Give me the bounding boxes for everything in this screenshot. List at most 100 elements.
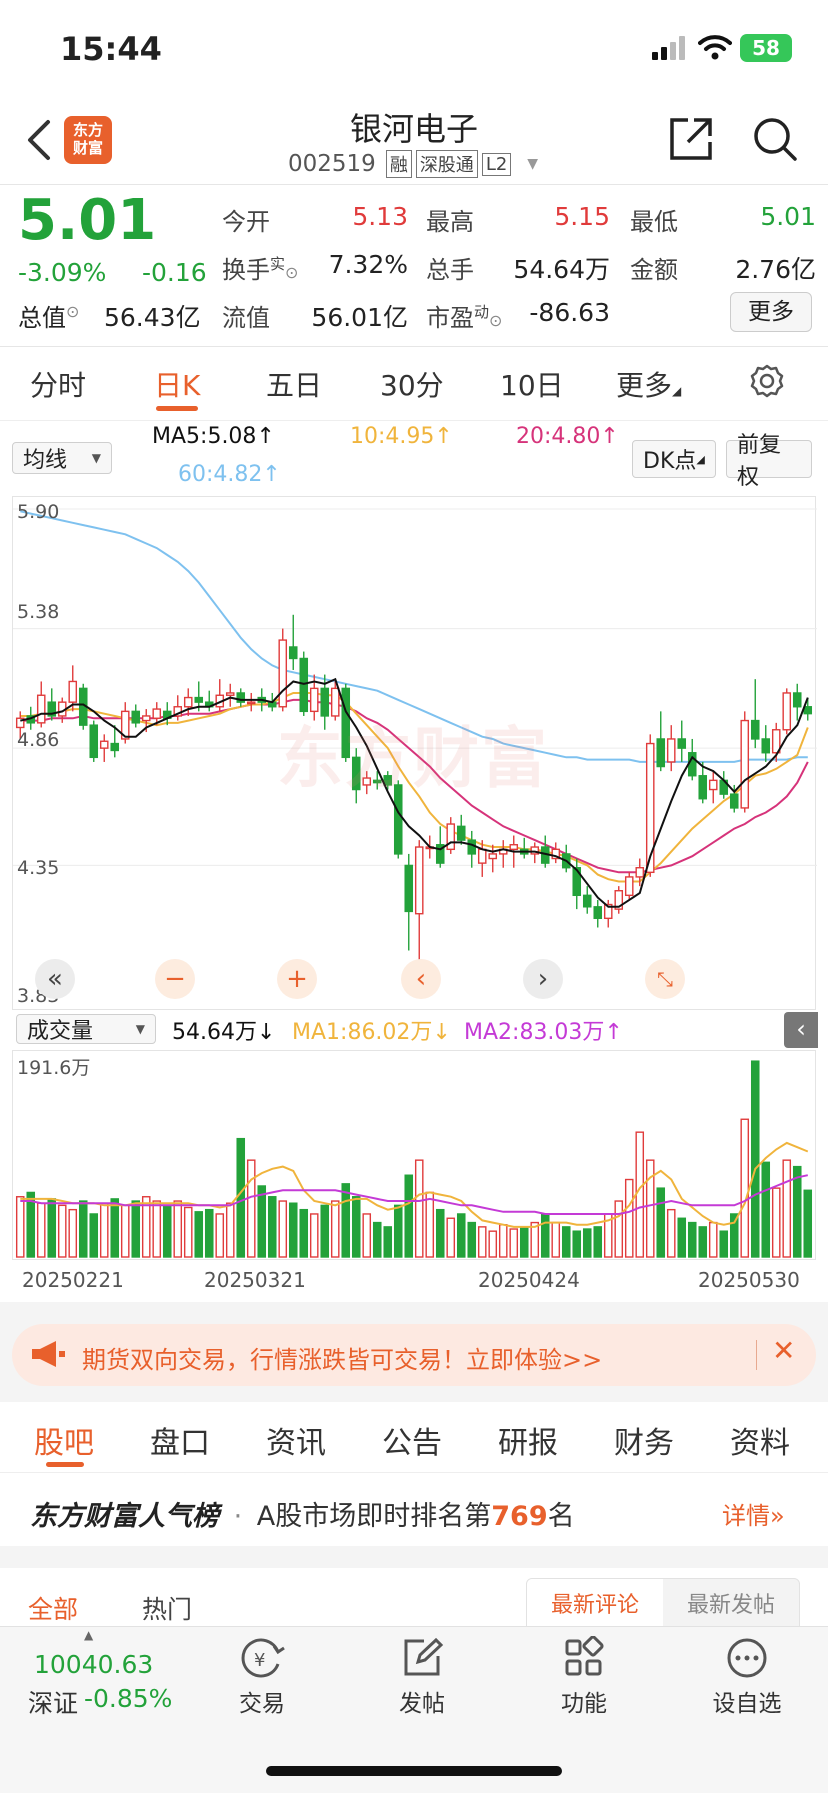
volume-ma1-line: [20, 1141, 809, 1228]
dk-point-select[interactable]: DK点 ◢: [632, 440, 716, 478]
volume-select[interactable]: 成交量 ▼: [16, 1014, 156, 1044]
volume-bar: [498, 1224, 508, 1258]
feed-tab-all[interactable]: 全部: [28, 1595, 79, 1624]
badge-level2: L2: [481, 152, 512, 176]
tab-order-book[interactable]: 盘口: [150, 1426, 210, 1461]
arrow-up-icon: ↑: [604, 1020, 623, 1045]
zoom-in-icon[interactable]: +: [277, 959, 317, 999]
info-icon: ⊙: [489, 311, 503, 330]
volume-bar: [362, 1213, 372, 1258]
tab-research[interactable]: 研报: [498, 1426, 558, 1461]
kline-chart[interactable]: 东方财富 5.90 5.38 4.86 4.35 3.83 « − + ‹ › …: [12, 496, 817, 1010]
candle: [15, 717, 25, 729]
volume-max-label: 191.6万: [17, 1057, 91, 1079]
candle: [141, 715, 151, 722]
sort-toggle[interactable]: 最新评论 最新发帖: [526, 1578, 800, 1634]
tab-announcements[interactable]: 公告: [382, 1426, 442, 1461]
volume-bar: [110, 1198, 120, 1258]
ma60-label: 60:4.82↑: [178, 462, 281, 487]
scroll-left-double-icon[interactable]: «: [35, 959, 75, 999]
market-cap-value: 56.43亿: [104, 303, 201, 332]
back-icon[interactable]: [26, 118, 52, 166]
close-icon[interactable]: ✕: [772, 1334, 796, 1367]
volume-bar: [372, 1221, 382, 1258]
candle: [614, 890, 624, 910]
candle: [246, 701, 256, 705]
collapse-arrow-icon[interactable]: ‹: [784, 1012, 818, 1048]
stat-turnover-value: 7.32%: [328, 250, 408, 279]
edit-icon: [404, 1637, 444, 1676]
promo-banner[interactable]: 期货双向交易，行情涨跌皆可交易！立即体验>> ✕: [12, 1324, 816, 1386]
volume-chart[interactable]: 191.6万: [12, 1050, 816, 1260]
candle: [194, 696, 204, 703]
post-button[interactable]: 发帖: [382, 1636, 462, 1718]
arrow-down-icon: ↓: [432, 1020, 451, 1045]
settings-gear-icon[interactable]: [750, 364, 784, 402]
stat-float-value: 56.01亿: [311, 303, 408, 332]
volume-bar: [687, 1221, 697, 1258]
popularity-row[interactable]: 东方财富人气榜 · A股市场即时排名第769名: [30, 1501, 575, 1532]
candle: [645, 742, 655, 874]
chevron-down-icon: ▼: [91, 451, 101, 465]
status-time: 15:44: [60, 30, 162, 68]
candle: [509, 844, 519, 851]
volume-bar: [656, 1187, 666, 1258]
date-label-3: 20250424: [478, 1268, 580, 1292]
tab-news[interactable]: 资讯: [266, 1426, 326, 1461]
tab-timeshare[interactable]: 分时: [30, 369, 87, 402]
tab-finance[interactable]: 财务: [614, 1426, 674, 1461]
tab-30min[interactable]: 30分: [380, 369, 444, 402]
tab-daily-k[interactable]: 日K: [154, 369, 201, 402]
volume-bar: [246, 1159, 256, 1258]
candle: [467, 839, 477, 855]
change-amount: -0.16: [142, 258, 207, 287]
add-watchlist-button[interactable]: 设自选: [702, 1636, 792, 1718]
detail-link[interactable]: 详情»: [722, 1502, 785, 1530]
tab-five-day[interactable]: 五日: [266, 369, 323, 402]
ma-select[interactable]: 均线 ▼: [12, 442, 112, 474]
volume-bar: [551, 1221, 561, 1258]
stock-code-row[interactable]: 002519 融 深股通 L2 ▼: [288, 150, 538, 178]
candle: [110, 742, 120, 752]
candle: [729, 793, 739, 809]
stat-volume-label: 总手: [426, 256, 474, 284]
volume-bar: [467, 1221, 477, 1258]
candle: [740, 719, 750, 809]
sort-latest-post[interactable]: 最新发帖: [686, 1593, 775, 1618]
change-percent: -3.09%: [18, 258, 107, 287]
zoom-out-icon[interactable]: −: [155, 959, 195, 999]
candle: [803, 706, 813, 715]
volume-bar: [141, 1196, 151, 1258]
tab-profile[interactable]: 资料: [730, 1426, 790, 1461]
fullscreen-icon[interactable]: ⤡: [645, 959, 685, 999]
candle: [656, 738, 666, 768]
volume-bar: [740, 1118, 750, 1258]
candle: [341, 687, 351, 759]
trade-button[interactable]: ¥ 交易: [222, 1636, 302, 1718]
scroll-left-icon[interactable]: ‹: [401, 959, 441, 999]
ma20-line: [20, 698, 809, 874]
battery-level: 58: [752, 36, 780, 60]
adjust-select[interactable]: 前复权: [726, 433, 812, 490]
tab-more[interactable]: 更多◢: [616, 369, 682, 402]
volume-bar: [719, 1230, 729, 1258]
functions-button[interactable]: 功能: [544, 1635, 624, 1718]
chevron-down-icon: ▼: [527, 156, 539, 172]
feed-tab-hot[interactable]: 热门: [142, 1595, 193, 1624]
tab-forum[interactable]: 股吧: [34, 1426, 94, 1461]
volume-bar: [36, 1202, 46, 1258]
share-icon[interactable]: [668, 116, 714, 166]
index-value[interactable]: 10040.63: [34, 1650, 154, 1679]
more-button[interactable]: 更多: [730, 292, 812, 332]
volume-bar: [278, 1200, 288, 1258]
scroll-right-icon[interactable]: ›: [523, 959, 563, 999]
search-icon[interactable]: [752, 116, 798, 166]
sort-latest-comment[interactable]: 最新评论: [527, 1579, 663, 1633]
candle: [330, 687, 340, 717]
axis-label-top: 5.90: [17, 501, 60, 523]
volume-bar: [540, 1213, 550, 1258]
volume-bar: [677, 1217, 687, 1258]
tab-10day[interactable]: 10日: [500, 369, 564, 402]
volume-bar: [530, 1221, 540, 1258]
battery-icon: 58: [740, 34, 792, 62]
